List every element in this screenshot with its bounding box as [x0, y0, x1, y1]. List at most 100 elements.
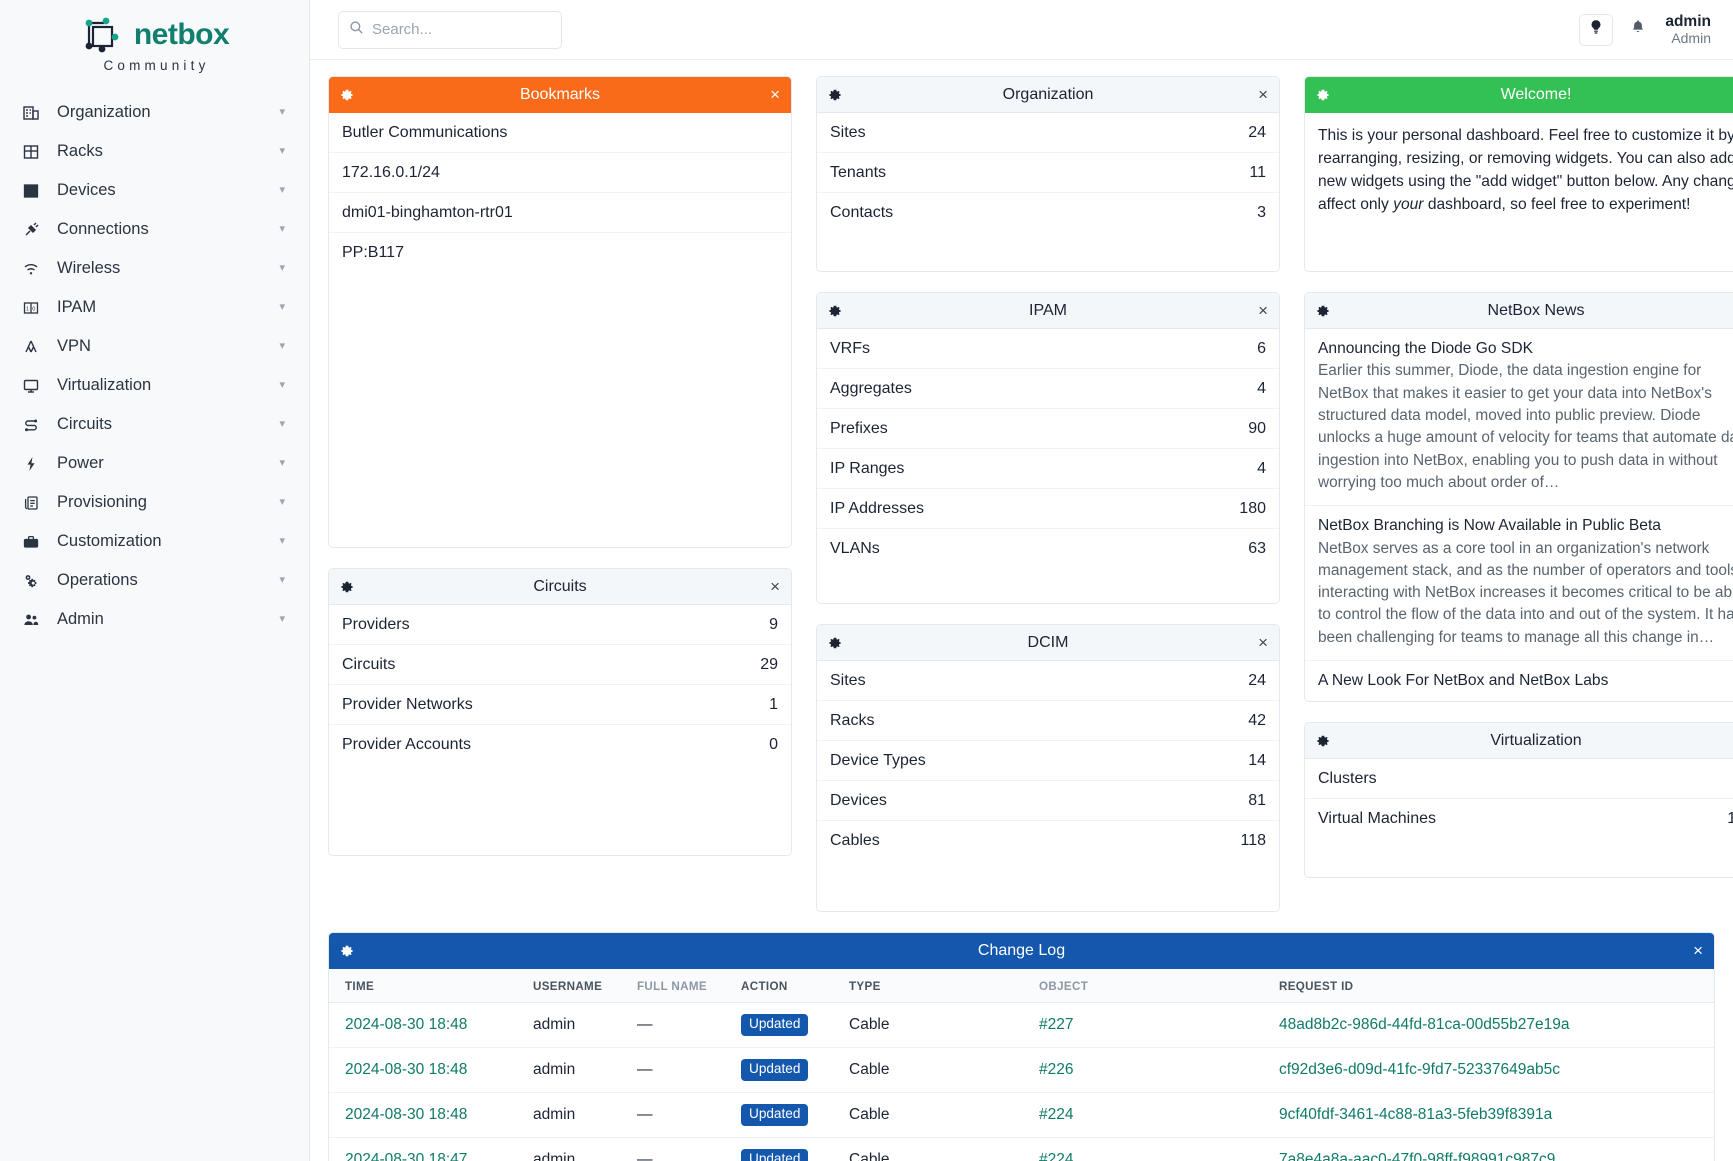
chevron-down-icon: ▾	[279, 496, 285, 508]
status-badge[interactable]: Updated	[741, 1014, 809, 1036]
gear-icon[interactable]	[340, 944, 354, 958]
theme-toggle-button[interactable]	[1579, 13, 1614, 46]
cell-type: Cable	[841, 1047, 1031, 1093]
gear-icon[interactable]	[828, 88, 842, 102]
column-header-username[interactable]: USERNAME	[525, 969, 629, 1003]
close-icon[interactable]: ×	[1693, 941, 1703, 960]
table-row[interactable]: 2024-08-30 18:48 admin — Updated Cable #…	[329, 1047, 1714, 1093]
gear-icon[interactable]	[828, 636, 842, 650]
stat-row[interactable]: Provider Accounts 0	[329, 725, 791, 765]
sidebar-item-admin[interactable]: Admin ▾	[0, 600, 309, 639]
close-icon[interactable]: ×	[1258, 85, 1268, 104]
stat-row[interactable]: Devices 81	[817, 781, 1279, 821]
stat-row[interactable]: Virtual Machines 180	[1305, 799, 1733, 839]
status-badge[interactable]: Updated	[741, 1103, 809, 1126]
sidebar-item-operations[interactable]: Operations ▾	[0, 561, 309, 600]
column-header-type[interactable]: TYPE	[841, 969, 1031, 1003]
gear-icon[interactable]	[828, 304, 842, 318]
news-item[interactable]: Announcing the Diode Go SDK Earlier this…	[1305, 329, 1733, 507]
table-row[interactable]: 2024-08-30 18:47 admin — Updated Cable #…	[329, 1137, 1714, 1161]
gear-icon[interactable]	[1316, 304, 1330, 318]
cell-time[interactable]: 2024-08-30 18:48	[329, 1047, 525, 1093]
sidebar-item-connections[interactable]: Connections ▾	[0, 210, 309, 249]
cell-object[interactable]: #224	[1031, 1092, 1271, 1138]
stat-row[interactable]: Sites 24	[817, 661, 1279, 701]
sidebar-item-customization[interactable]: Customization ▾	[0, 522, 309, 561]
sidebar-item-virtualization[interactable]: Virtualization ▾	[0, 366, 309, 405]
toolbox-icon	[22, 533, 48, 551]
brand-logo[interactable]: netbox Community	[0, 0, 309, 85]
sidebar-item-label: Wireless	[57, 259, 121, 277]
stat-row[interactable]: Contacts 3	[817, 193, 1279, 233]
cell-time[interactable]: 2024-08-30 18:47	[329, 1137, 525, 1161]
sidebar-item-organization[interactable]: Organization ▾	[0, 93, 309, 132]
column-header-time[interactable]: TIME	[329, 969, 525, 1003]
chevron-down-icon: ▾	[279, 301, 285, 313]
gear-icon[interactable]	[1316, 734, 1330, 748]
gear-icon[interactable]	[340, 580, 354, 594]
widget-title: IPAM	[1029, 301, 1067, 319]
bookmark-item[interactable]: dmi01-binghamton-rtr01	[329, 193, 791, 233]
sidebar-item-racks[interactable]: Racks ▾	[0, 132, 309, 171]
stat-row[interactable]: Circuits 29	[329, 645, 791, 685]
status-badge[interactable]: Updated	[741, 1058, 809, 1081]
stat-row[interactable]: Provider Networks 1	[329, 685, 791, 725]
stat-row[interactable]: Sites 24	[817, 113, 1279, 153]
cell-request-id[interactable]: 9cf40fdf-3461-4c88-81a3-5feb39f8391a	[1271, 1092, 1714, 1138]
stat-row[interactable]: IP Ranges 4	[817, 449, 1279, 489]
column-header-action[interactable]: ACTION	[733, 969, 841, 1003]
sidebar-item-label: Virtualization	[57, 376, 152, 394]
notifications-button[interactable]	[1621, 14, 1655, 46]
cell-request-id[interactable]: cf92d3e6-d09d-41fc-9fd7-52337649ab5c	[1271, 1047, 1714, 1093]
cell-object[interactable]: #227	[1031, 1002, 1271, 1048]
table-row[interactable]: 2024-08-30 18:48 admin — Updated Cable #…	[329, 1092, 1714, 1138]
bookmark-item[interactable]: PP:B117	[342, 244, 404, 261]
news-item[interactable]: NetBox Branching is Now Available in Pub…	[1305, 506, 1733, 662]
search-box[interactable]	[338, 10, 562, 49]
cell-object[interactable]: #226	[1031, 1047, 1271, 1093]
sidebar-item-wireless[interactable]: Wireless ▾	[0, 249, 309, 288]
sidebar-item-power[interactable]: Power ▾	[0, 444, 309, 483]
stat-row[interactable]: VRFs 6	[817, 329, 1279, 369]
cell-username: admin	[525, 1047, 629, 1093]
stat-row[interactable]: Clusters 32	[1305, 759, 1733, 799]
sidebar-item-provisioning[interactable]: Provisioning ▾	[0, 483, 309, 522]
stat-row[interactable]: Device Types 14	[817, 741, 1279, 781]
stat-row[interactable]: Providers 9	[329, 605, 791, 645]
bookmark-item[interactable]: 172.16.0.1/24	[329, 153, 791, 193]
cell-time[interactable]: 2024-08-30 18:48	[329, 1092, 525, 1138]
stat-row[interactable]: Racks 42	[817, 701, 1279, 741]
lightbulb-icon	[1588, 19, 1604, 40]
user-menu[interactable]: admin Admin	[1665, 13, 1711, 47]
stat-row[interactable]: Tenants 11	[817, 153, 1279, 193]
stat-row[interactable]: Aggregates 4	[817, 369, 1279, 409]
close-icon[interactable]: ×	[770, 577, 780, 596]
cell-time[interactable]: 2024-08-30 18:48	[329, 1002, 525, 1048]
search-input[interactable]	[372, 21, 551, 38]
stat-row[interactable]: IP Addresses 180	[817, 489, 1279, 529]
gear-icon[interactable]	[340, 88, 354, 102]
stat-row[interactable]: Prefixes 90	[817, 409, 1279, 449]
status-badge[interactable]: Updated	[741, 1148, 809, 1161]
stat-row[interactable]: Cables 118	[817, 821, 1279, 861]
stat-row[interactable]: VLANs 63	[817, 529, 1279, 569]
bookmark-item[interactable]: Butler Communications	[329, 113, 791, 153]
column-header-request-id[interactable]: REQUEST ID	[1271, 969, 1714, 1003]
sidebar-item-devices[interactable]: Devices ▾	[0, 171, 309, 210]
gear-icon[interactable]	[1316, 88, 1330, 102]
cell-request-id[interactable]: 48ad8b2c-986d-44fd-81ca-00d55b27e19a	[1271, 1002, 1714, 1048]
cell-object[interactable]: #224	[1031, 1137, 1271, 1161]
widget-netbox-news: NetBox News × Announcing the Diode Go SD…	[1304, 292, 1733, 702]
sidebar-item-vpn[interactable]: VPN ▾	[0, 327, 309, 366]
close-icon[interactable]: ×	[770, 85, 780, 104]
gears-icon	[22, 572, 48, 590]
sidebar-item-circuits[interactable]: Circuits ▾	[0, 405, 309, 444]
cell-request-id[interactable]: 7a8e4a8a-aac0-47f0-98ff-f98991c987c9	[1271, 1137, 1714, 1161]
news-item-text: NetBox serves as a core tool in an organ…	[1318, 539, 1733, 646]
stat-value: 4	[1257, 459, 1266, 477]
close-icon[interactable]: ×	[1258, 633, 1268, 652]
news-item[interactable]: A New Look For NetBox and NetBox Labs	[1305, 661, 1733, 701]
table-row[interactable]: 2024-08-30 18:48 admin — Updated Cable #…	[329, 1002, 1714, 1048]
close-icon[interactable]: ×	[1258, 301, 1268, 320]
